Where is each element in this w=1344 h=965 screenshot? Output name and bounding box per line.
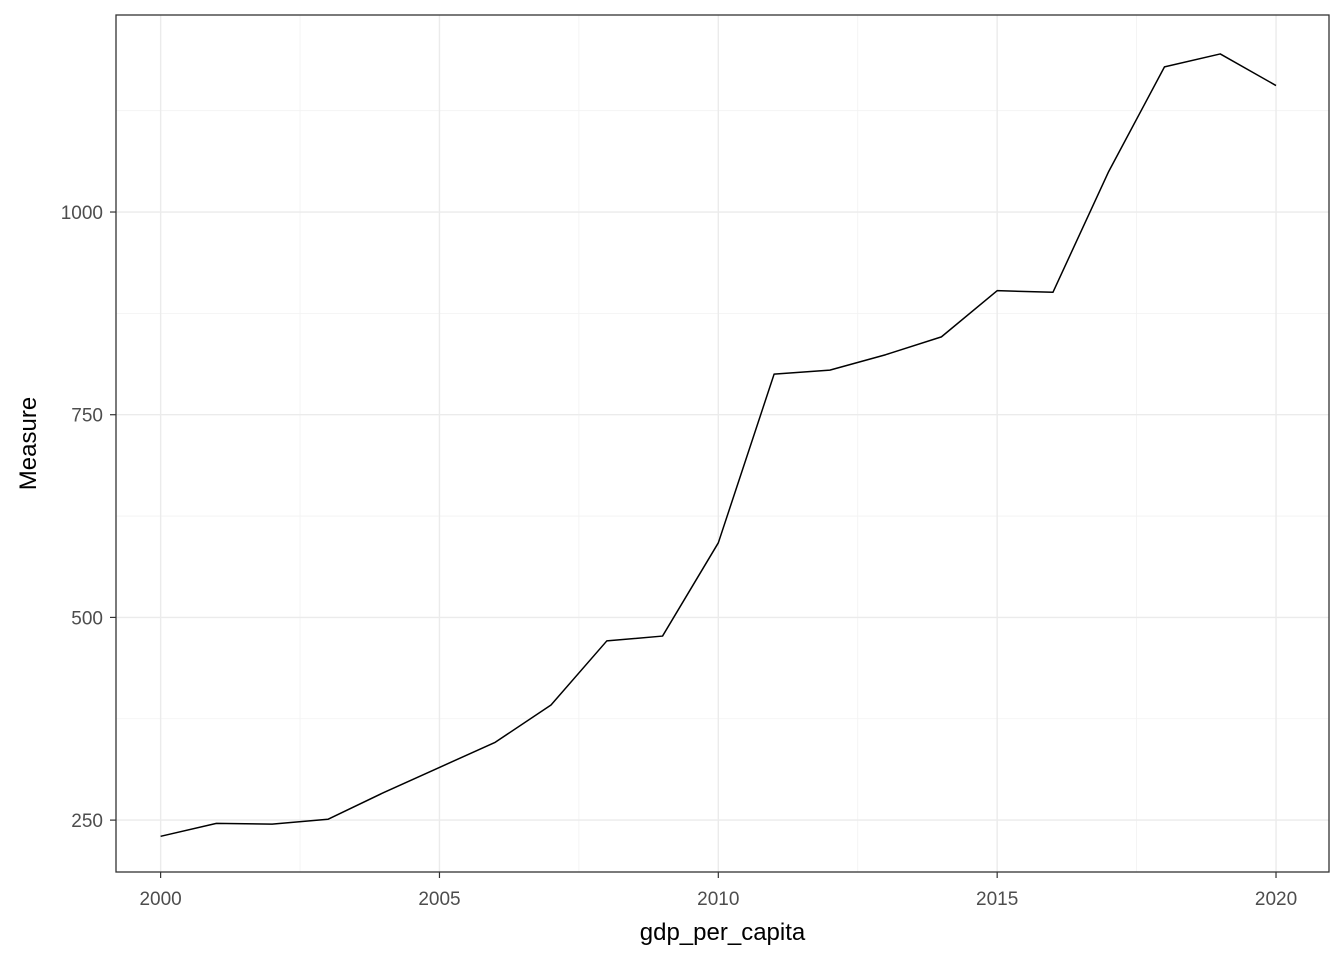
gridlines [116,15,1329,872]
x-axis-title: gdp_per_capita [640,919,806,946]
panel-border [116,15,1329,872]
y-tick-label: 250 [71,811,103,832]
x-tick-label: 2000 [139,889,181,910]
x-axis: 2000 2005 2010 2015 2020 [139,872,1297,910]
x-tick-label: 2020 [1255,889,1297,910]
y-axis-title: Measure [15,397,42,490]
y-tick-label: 750 [71,406,103,427]
y-axis: 250 500 750 1000 [61,203,116,832]
y-tick-label: 500 [71,608,103,629]
x-tick-label: 2015 [976,889,1018,910]
x-tick-label: 2005 [418,889,460,910]
y-tick-label: 1000 [61,203,103,224]
x-tick-label: 2010 [697,889,739,910]
